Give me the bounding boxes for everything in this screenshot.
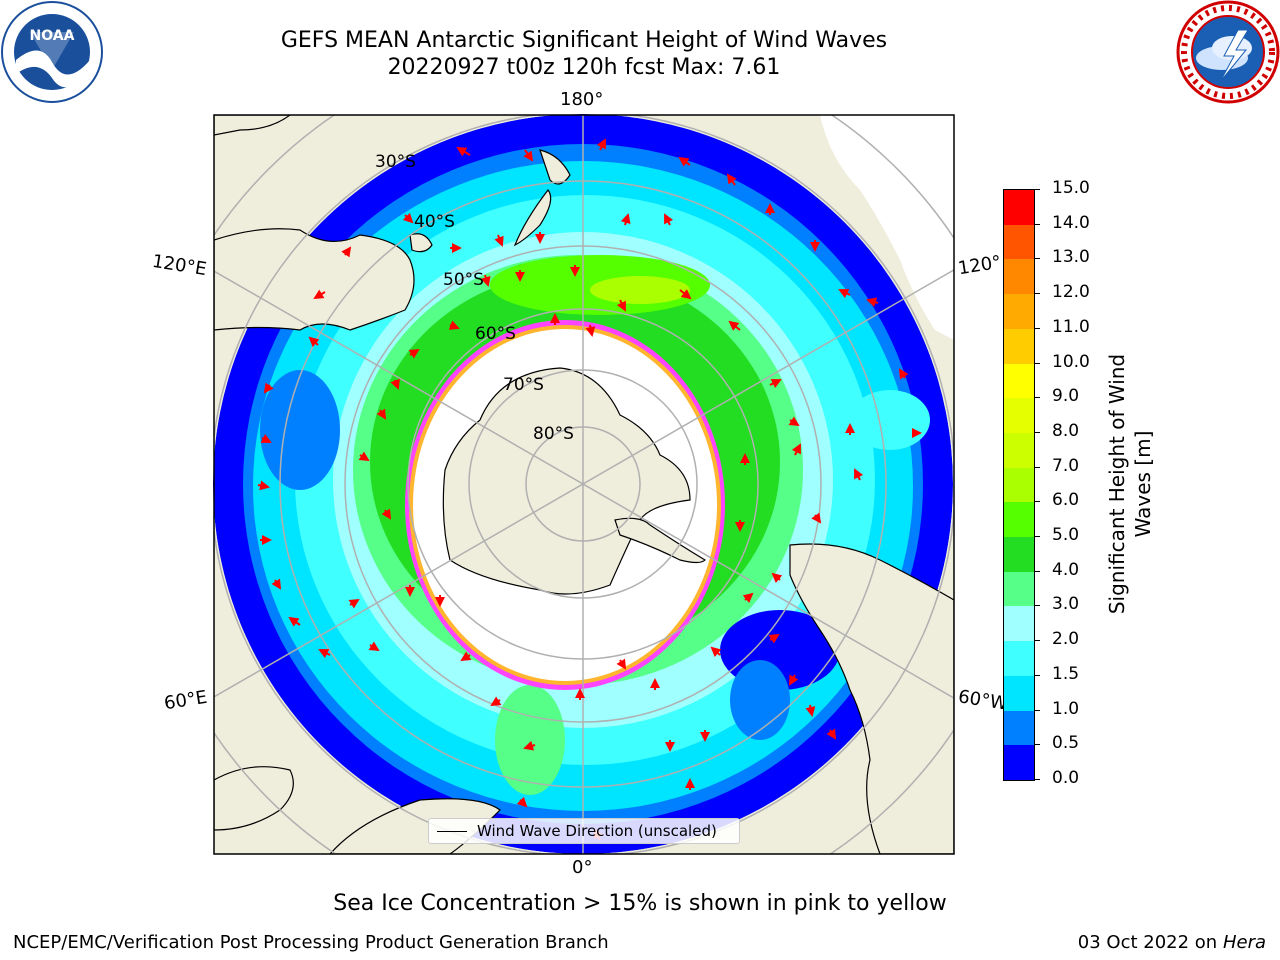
colorbar-tick [1034,362,1040,364]
colorbar-tick [1034,189,1040,190]
colorbar-tick [1034,327,1040,329]
colorbar-segment [1004,294,1034,329]
lat-label-70s: 70°S [503,375,544,395]
colorbar-segment [1004,571,1034,607]
colorbar-tick [1034,258,1040,260]
colorbar-tick-label: 2.0 [1052,629,1080,650]
colorbar-tick-label: 4.0 [1052,559,1080,580]
colorbar-tick-label: 9.0 [1052,386,1080,407]
map-frame [213,114,955,855]
colorbar-tick-label: 10.0 [1052,351,1090,372]
colorbar-tick [1034,466,1040,468]
colorbar-tick-label: 8.0 [1052,420,1080,441]
colorbar-tick-label: 6.0 [1052,490,1080,511]
colorbar-segment [1004,467,1034,503]
colorbar-tick [1034,779,1040,780]
colorbar-segment [1004,502,1034,538]
madagascar [214,766,294,831]
colorbar-segment [1004,641,1034,676]
colorbar-segment [1004,259,1034,295]
wave-direction-arrows [257,138,922,841]
colorbar-tick-label: 3.0 [1052,594,1080,615]
colorbar-segment [1004,606,1034,642]
africa [789,543,954,854]
colorbar-label: Significant Height of Wind Waves [m] [1105,353,1155,615]
footer-host: Hera [1222,932,1266,953]
australia [214,228,415,331]
colorbar-tick [1034,397,1040,399]
lon-label-top: 180° [560,89,604,110]
colorbar-tick [1034,640,1040,642]
colorbar-tick-label: 5.0 [1052,525,1080,546]
noaa-logo-text: NOAA [30,28,75,44]
colorbar-tick [1034,293,1040,295]
footer-date-text: 03 Oct 2022 on [1077,932,1223,953]
land-masses [214,115,954,854]
lon-label-bottom: 0° [572,857,593,878]
colorbar-tick-label: 0.5 [1052,733,1080,754]
colorbar-tick-label: 1.5 [1052,663,1080,684]
colorbar-segment [1004,224,1034,260]
nws-logo [1176,0,1280,104]
graticule [214,115,954,854]
lat-label-80s: 80°S [533,424,574,444]
lat-label-60s: 60°S [475,324,516,344]
colorbar-tick [1034,536,1040,538]
chart-subtitle: 20220927 t00z 120h fcst Max: 7.61 [387,55,781,80]
colorbar-tick [1034,709,1040,711]
colorbar-tick [1034,674,1040,676]
footer-date: 03 Oct 2022 on Hera [1078,932,1266,953]
colorbar-tick-label: 12.0 [1052,282,1090,303]
lat-label-30s: 30°S [375,152,416,172]
lat-label-40s: 40°S [414,212,455,232]
colorbar-tick [1034,501,1040,503]
colorbar-tick-label: 14.0 [1052,212,1090,233]
footer-organization: NCEP/EMC/Verification Post Processing Pr… [13,932,609,953]
colorbar-tick-label: 13.0 [1052,247,1090,268]
colorbar-tick [1034,744,1040,746]
colorbar-tick [1034,223,1040,225]
tasmania [409,233,433,253]
colorbar-tick [1034,605,1040,607]
chart-title: GEFS MEAN Antarctic Significant Height o… [280,28,888,53]
lat-label-50s: 50°S [443,270,484,290]
colorbar-tick [1034,570,1040,572]
colorbar-tick-label: 7.0 [1052,455,1080,476]
map-legend: Wind Wave Direction (unscaled) [428,818,740,844]
colorbar-tick-label: 15.0 [1052,178,1090,198]
colorbar-segment [1004,710,1034,746]
colorbar-segment [1004,363,1034,399]
colorbar-segment [1004,745,1034,780]
nz-north [539,149,571,185]
nz-south [513,189,552,247]
colorbar-tick [1034,431,1040,433]
colorbar-segment [1004,398,1034,433]
legend-label: Wind Wave Direction (unscaled) [477,822,717,840]
colorbar-segment [1004,190,1034,225]
noaa-logo: NOAA [1,1,103,103]
sea-ice-caption: Sea Ice Concentration > 15% is shown in … [333,891,947,916]
colorbar-tick-label: 1.0 [1052,698,1080,719]
colorbar [1003,189,1035,781]
colorbar-tick-label: 0.0 [1052,768,1080,788]
colorbar-segment [1004,328,1034,364]
colorbar-segment [1004,537,1034,572]
antarctic-peninsula [614,517,706,564]
colorbar-segment [1004,675,1034,711]
colorbar-tick-label: 11.0 [1052,316,1090,337]
colorbar-segment [1004,432,1034,468]
legend-line-swatch [437,830,467,832]
